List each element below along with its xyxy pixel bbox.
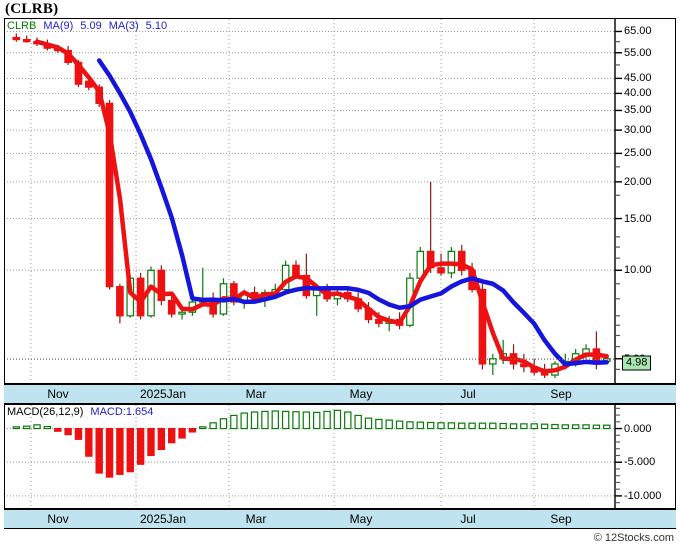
macd-chart-canvas <box>7 405 622 508</box>
macd-legend: MACD(26,12,9) MACD:1.654 <box>7 406 153 418</box>
x-axis-tick-label: 2025Jan <box>139 387 187 401</box>
macd-y-tick-label: -10.000 <box>624 489 662 502</box>
x-axis-band-bottom: Nov 2025Jan Mar May Jul Sep <box>4 509 676 529</box>
price-y-tick-label: 25.00 <box>624 147 652 160</box>
price-y-tick-label: 65.00 <box>624 25 652 38</box>
price-y-tick-label: 40.00 <box>624 87 652 100</box>
legend-ma9-value: 5.09 <box>80 20 102 32</box>
legend-ma3-value: 5.10 <box>145 20 168 32</box>
price-y-tick-label: 45.00 <box>624 72 652 85</box>
macd-value-label: MACD:1.654 <box>90 406 154 418</box>
price-chart-canvas <box>7 19 622 383</box>
macd-y-tick-label: -5.000 <box>624 456 656 469</box>
price-legend: CLRB MA(9) 5.09 MA(3) 5.10 <box>7 20 167 32</box>
last-price-badge: 4.98 <box>622 355 652 371</box>
x-axis-tick-label: Mar <box>245 387 267 401</box>
x-axis-tick-label: Mar <box>245 512 267 526</box>
x-axis-tick-label: May <box>349 387 373 401</box>
price-chart-panel[interactable] <box>4 18 676 384</box>
price-y-tick-label: 55.00 <box>624 46 652 59</box>
x-axis-tick-label: Jul <box>460 512 476 526</box>
legend-symbol: CLRB <box>7 20 37 32</box>
x-axis-band-top: Nov 2025Jan Mar May Jul Sep <box>4 384 676 404</box>
price-y-tick-label: 10.00 <box>624 264 652 277</box>
legend-ma3-label: MA(3) <box>108 20 139 32</box>
footer-credit: © 12Stocks.com <box>593 532 674 544</box>
x-axis-tick-label: Jul <box>460 387 476 401</box>
price-y-tick-label: 20.00 <box>624 175 652 188</box>
macd-y-tick-label: 0.000 <box>624 422 652 435</box>
price-y-tick-label: 15.00 <box>624 212 652 225</box>
macd-indicator-label: MACD(26,12,9) <box>7 406 84 418</box>
page-title: (CLRB) <box>5 1 59 17</box>
macd-chart-panel[interactable] <box>4 404 676 509</box>
x-axis-tick-label: Sep <box>550 387 572 401</box>
x-axis-tick-label: Nov <box>47 512 69 526</box>
price-y-tick-label: 30.00 <box>624 124 652 137</box>
x-axis-tick-label: Nov <box>47 387 69 401</box>
price-y-tick-label: 35.00 <box>624 104 652 117</box>
x-axis-tick-label: May <box>349 512 373 526</box>
x-axis-tick-label: 2025Jan <box>139 512 187 526</box>
legend-ma9-label: MA(9) <box>43 20 74 32</box>
x-axis-tick-label: Sep <box>550 512 572 526</box>
